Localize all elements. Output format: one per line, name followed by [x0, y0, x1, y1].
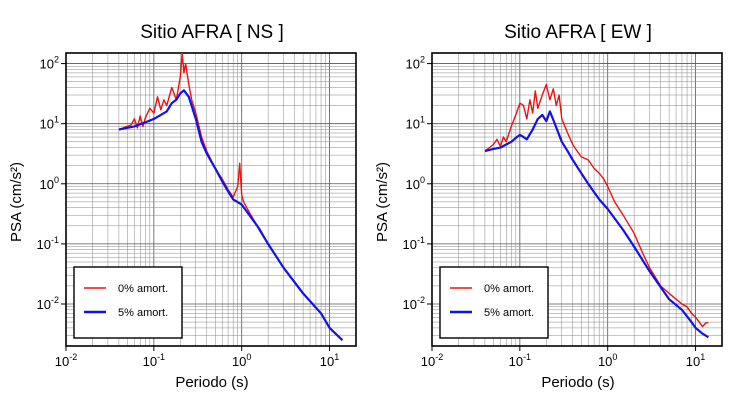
plot-frame [431, 52, 723, 347]
y-tick-label: 100 [40, 175, 59, 192]
grid [65, 53, 357, 347]
x-tick-label: 101 [686, 352, 705, 369]
y-tick-label: 10-1 [403, 235, 425, 252]
series-line-damped [484, 110, 709, 339]
x-tick-label: 10-2 [421, 352, 443, 369]
y-tick-label: 102 [406, 55, 425, 72]
x-tick-label: 101 [320, 352, 339, 369]
x-tick-label: 10-1 [143, 352, 165, 369]
y-tick-label: 101 [406, 115, 425, 132]
x-tick-label: 10-2 [55, 352, 77, 369]
legend-box [439, 266, 549, 339]
y-tick-label: 101 [40, 115, 59, 132]
x-tick-label: 10-1 [509, 352, 531, 369]
x-axis-label: Periodo (s) [541, 374, 614, 391]
chart-ew: Sitio AFRA [ EW ] Periodo (s) PSA (cm/s²… [374, 22, 723, 391]
series-group [484, 83, 709, 339]
series-group [118, 53, 344, 341]
x-tick-label: 100 [598, 352, 617, 369]
x-tick-label: 100 [232, 352, 251, 369]
legend-label: 5% amort. [118, 307, 168, 319]
legend: 0% amort. 5% amort. [439, 266, 549, 339]
legend-label: 0% amort. [118, 283, 168, 295]
y-tick-label: 10-1 [37, 235, 59, 252]
legend-label: 5% amort. [484, 307, 534, 319]
y-tick-label: 102 [40, 55, 59, 72]
y-axis-label: PSA (cm/s²) [374, 162, 391, 242]
y-tick-label: 10-2 [403, 295, 425, 312]
plot-frame [65, 52, 357, 347]
chart-title: Sitio AFRA [ NS ] [140, 22, 284, 43]
y-tick-label: 100 [406, 175, 425, 192]
chart-title: Sitio AFRA [ EW ] [504, 22, 652, 43]
legend: 0% amort. 5% amort. [73, 266, 183, 339]
series-line-damped [118, 89, 344, 341]
y-tick-label: 10-2 [37, 295, 59, 312]
chart-ns: Sitio AFRA [ NS ] Periodo (s) PSA (cm/s²… [8, 22, 357, 391]
y-axis-label: PSA (cm/s²) [8, 162, 25, 242]
series-line-undamped [484, 83, 709, 328]
legend-box [73, 266, 183, 339]
legend-label: 0% amort. [484, 283, 534, 295]
x-axis-label: Periodo (s) [175, 374, 248, 391]
